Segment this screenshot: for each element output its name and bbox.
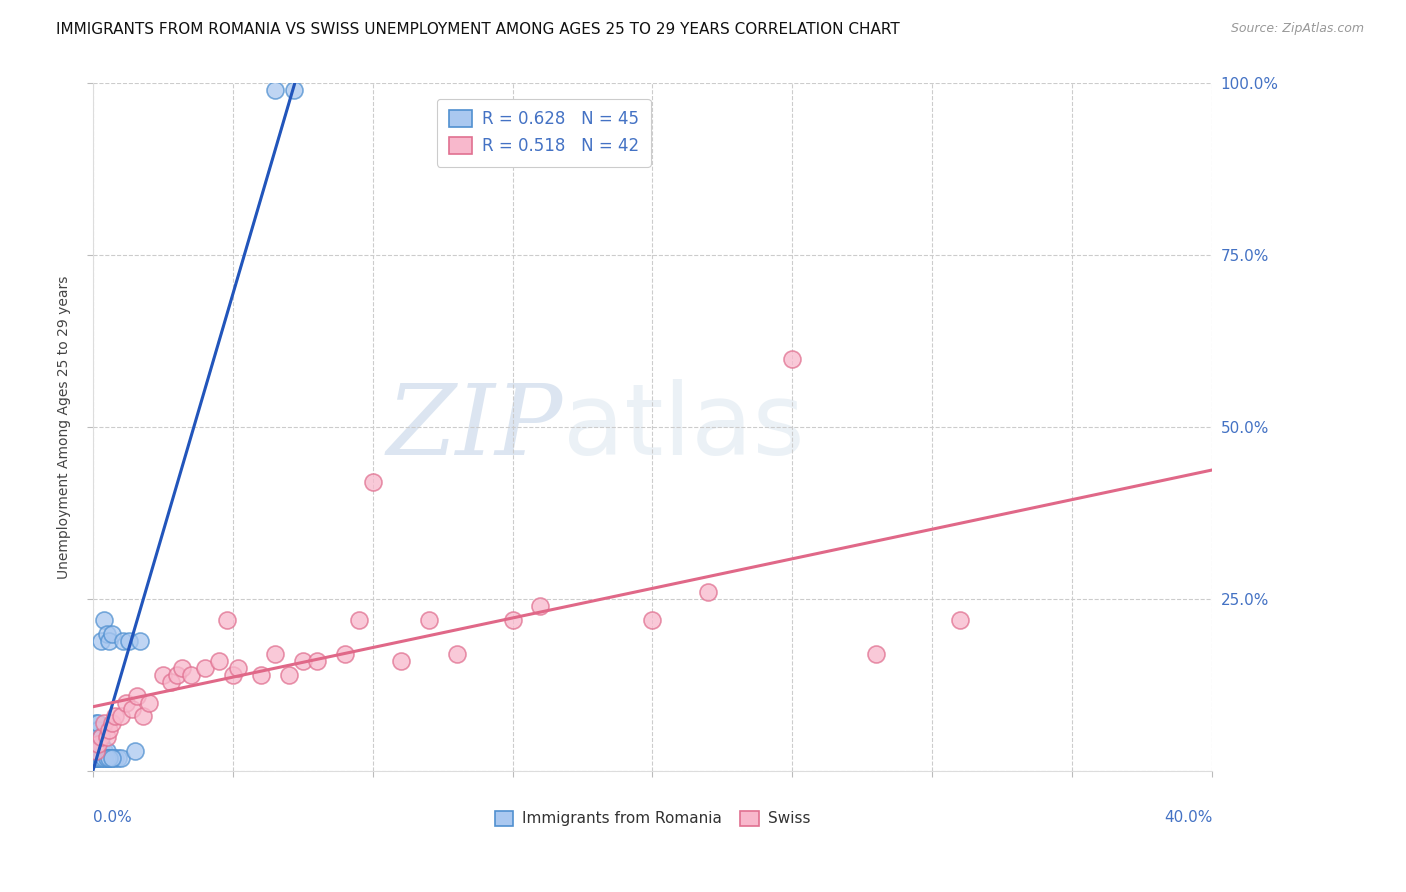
Point	[90, 730, 112, 744]
Text: 40.0%: 40.0%	[1164, 810, 1212, 825]
Point	[90, 750, 112, 764]
Point	[84, 744, 107, 758]
Point	[84, 723, 107, 737]
Point	[90, 730, 112, 744]
Point	[138, 696, 160, 710]
Point	[361, 475, 384, 490]
Point	[127, 689, 149, 703]
Text: 0.0%: 0.0%	[93, 810, 131, 825]
Point	[283, 83, 305, 97]
Point	[84, 716, 107, 731]
Point	[90, 750, 112, 764]
Text: atlas: atlas	[562, 379, 804, 476]
Point	[84, 750, 107, 764]
Point	[98, 723, 121, 737]
Point	[124, 744, 146, 758]
Point	[697, 585, 720, 599]
Point	[90, 737, 112, 751]
Point	[84, 744, 107, 758]
Point	[263, 83, 285, 97]
Point	[333, 648, 356, 662]
Point	[865, 648, 887, 662]
Point	[87, 750, 110, 764]
Point	[98, 750, 121, 764]
Point	[263, 648, 285, 662]
Point	[305, 654, 328, 668]
Point	[782, 351, 804, 366]
Point	[93, 750, 115, 764]
Point	[93, 750, 115, 764]
Point	[291, 654, 314, 668]
Point	[112, 633, 135, 648]
Point	[347, 613, 370, 627]
Point	[215, 613, 238, 627]
Point	[502, 613, 524, 627]
Point	[194, 661, 217, 675]
Point	[96, 750, 118, 764]
Point	[121, 702, 143, 716]
Point	[87, 730, 110, 744]
Point	[160, 674, 183, 689]
Point	[152, 668, 174, 682]
Point	[90, 633, 112, 648]
Point	[93, 744, 115, 758]
Point	[129, 633, 152, 648]
Point	[96, 730, 118, 744]
Point	[949, 613, 972, 627]
Point	[87, 744, 110, 758]
Point	[84, 730, 107, 744]
Point	[96, 744, 118, 758]
Point	[132, 709, 155, 723]
Point	[87, 716, 110, 731]
Point	[104, 709, 127, 723]
Point	[104, 750, 127, 764]
Point	[226, 661, 249, 675]
Point	[277, 668, 299, 682]
Point	[115, 696, 138, 710]
Point	[98, 633, 121, 648]
Y-axis label: Unemployment Among Ages 25 to 29 years: Unemployment Among Ages 25 to 29 years	[58, 276, 72, 579]
Point	[418, 613, 440, 627]
Point	[84, 750, 107, 764]
Point	[93, 613, 115, 627]
Point	[172, 661, 194, 675]
Text: IMMIGRANTS FROM ROMANIA VS SWISS UNEMPLOYMENT AMONG AGES 25 TO 29 YEARS CORRELAT: IMMIGRANTS FROM ROMANIA VS SWISS UNEMPLO…	[56, 22, 900, 37]
Point	[641, 613, 664, 627]
Legend: Immigrants from Romania, Swiss: Immigrants from Romania, Swiss	[488, 805, 817, 832]
Point	[208, 654, 231, 668]
Point	[84, 750, 107, 764]
Point	[110, 709, 132, 723]
Point	[87, 737, 110, 751]
Point	[166, 668, 188, 682]
Text: Source: ZipAtlas.com: Source: ZipAtlas.com	[1230, 22, 1364, 36]
Point	[221, 668, 243, 682]
Point	[96, 750, 118, 764]
Point	[446, 648, 468, 662]
Point	[180, 668, 202, 682]
Point	[249, 668, 271, 682]
Point	[84, 744, 107, 758]
Point	[118, 633, 141, 648]
Point	[87, 723, 110, 737]
Point	[87, 750, 110, 764]
Point	[101, 750, 124, 764]
Text: ZIP: ZIP	[387, 380, 562, 475]
Point	[529, 599, 551, 614]
Point	[90, 744, 112, 758]
Point	[84, 737, 107, 751]
Point	[107, 750, 129, 764]
Point	[101, 750, 124, 764]
Point	[101, 716, 124, 731]
Point	[87, 737, 110, 751]
Point	[101, 627, 124, 641]
Point	[93, 716, 115, 731]
Point	[96, 627, 118, 641]
Point	[98, 750, 121, 764]
Point	[110, 750, 132, 764]
Point	[389, 654, 412, 668]
